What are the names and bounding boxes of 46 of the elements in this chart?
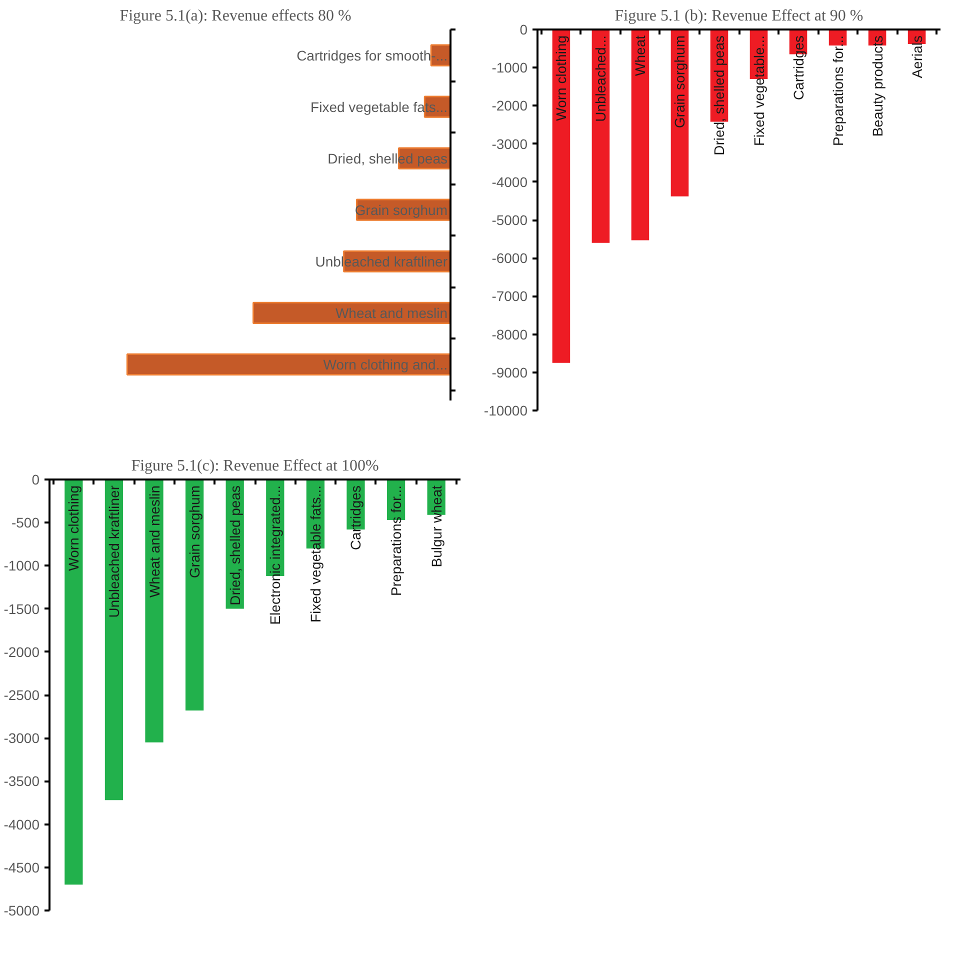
y-tick-label: -6000 bbox=[492, 250, 528, 266]
y-tick-label: -3000 bbox=[4, 730, 40, 746]
x-tick-label: Cartridges bbox=[790, 35, 806, 100]
x-tick-label: Worn clothing bbox=[66, 485, 82, 571]
x-tick-label: Dried, shelled peas bbox=[711, 35, 728, 156]
x-tick-label: Unbleached... bbox=[592, 35, 609, 122]
y-tick-label: -5000 bbox=[4, 902, 40, 918]
x-tick-label: Aerials bbox=[908, 35, 925, 78]
x-tick-label: Beauty products bbox=[869, 36, 886, 137]
x-tick-label: Preparations for... bbox=[830, 35, 846, 146]
x-tick-label: Grain sorghum bbox=[672, 36, 688, 128]
y-tick-label: -500 bbox=[11, 514, 40, 531]
x-tick-label: Electronic integrated... bbox=[267, 486, 284, 625]
y-tick-label: 0 bbox=[520, 22, 528, 38]
x-tick-label: Bulgur wheat bbox=[428, 485, 444, 568]
y-tick-label: -2000 bbox=[492, 98, 528, 114]
y-tick-label: -1500 bbox=[4, 600, 40, 617]
y-tick-label: -3500 bbox=[4, 773, 40, 790]
y-tick-label: -10000 bbox=[484, 402, 528, 418]
y-tick-label: Wheat and meslin bbox=[335, 304, 448, 321]
y-tick-label: -1000 bbox=[4, 558, 40, 574]
chart-title: Figure 5.1(c): Revenue Effect at 100% bbox=[131, 458, 379, 474]
y-tick-label: 0 bbox=[32, 472, 40, 488]
x-tick-label: Unbleached kraftliner bbox=[106, 485, 122, 618]
y-tick-label: -5000 bbox=[492, 212, 528, 228]
x-tick-label: Wheat bbox=[632, 35, 648, 76]
chart-title: Figure 5.1(a): Revenue effects 80 % bbox=[120, 8, 352, 24]
x-tick-label: Preparations for... bbox=[388, 485, 404, 596]
x-tick-label: Wheat and meslin bbox=[146, 485, 162, 598]
y-tick-label: -2500 bbox=[4, 687, 40, 703]
y-tick-label: Worn clothing and... bbox=[323, 356, 448, 372]
y-tick-label: -8000 bbox=[492, 326, 528, 342]
x-tick-label: Grain sorghum bbox=[186, 486, 203, 578]
y-tick-label: -1000 bbox=[492, 60, 528, 76]
y-tick-label: -4000 bbox=[4, 816, 40, 832]
chart-title: Figure 5.1 (b): Revenue Effect at 90 % bbox=[614, 8, 864, 24]
y-tick-label: -4000 bbox=[492, 174, 528, 190]
y-tick-label: -9000 bbox=[492, 364, 528, 380]
y-tick-label: -4500 bbox=[4, 859, 40, 876]
x-tick-label: Fixed vegetable... bbox=[750, 35, 767, 146]
y-tick-label: -2000 bbox=[4, 644, 40, 660]
y-tick-label: -3000 bbox=[492, 136, 528, 152]
x-tick-label: Worn clothing bbox=[553, 35, 570, 121]
y-tick-label: -7000 bbox=[492, 288, 528, 304]
x-tick-label: Dried, shelled peas bbox=[226, 485, 243, 606]
x-tick-label: Cartridges bbox=[348, 485, 364, 550]
